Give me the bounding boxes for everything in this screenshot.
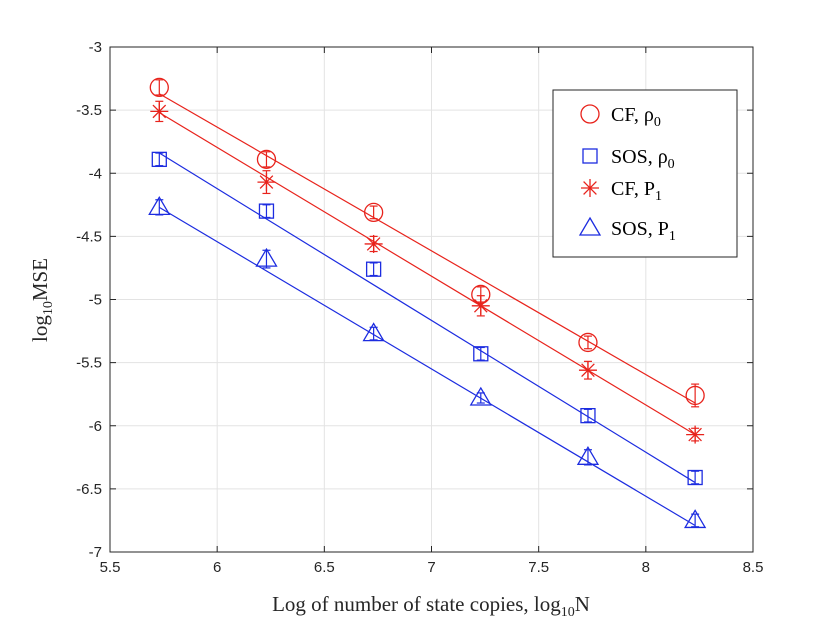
- x-tick-label: 8.5: [743, 559, 764, 576]
- data-point: [580, 407, 596, 424]
- x-tick-label: 6: [213, 559, 221, 576]
- y-tick-label: -3: [89, 39, 102, 56]
- data-point: [365, 261, 382, 277]
- error-bar: [691, 470, 700, 485]
- data-point: [149, 77, 169, 98]
- x-axis-label: Log of number of state copies, log10N: [272, 592, 590, 620]
- data-point: [471, 296, 490, 315]
- x-tick-label: 7: [427, 559, 435, 576]
- x-tick-label: 6.5: [314, 559, 335, 576]
- data-point: [257, 173, 276, 192]
- data-point: [256, 149, 277, 170]
- data-point: [151, 151, 167, 168]
- y-tick-label: -3.5: [76, 102, 102, 119]
- asterisk-stroke: [473, 298, 488, 313]
- data-point: [469, 386, 492, 406]
- data-markers: [148, 77, 707, 529]
- legend-entry-sos-rho0: SOS, ρ0: [582, 146, 675, 172]
- data-point: [685, 385, 705, 406]
- legend-label-sos-p1: SOS, P1: [611, 218, 676, 244]
- y-axis-label: log10MSE: [28, 258, 56, 342]
- y-tick-label: -5: [89, 292, 102, 309]
- error-bar: [691, 383, 700, 408]
- data-point: [576, 446, 600, 465]
- data-point: [364, 234, 383, 253]
- data-point: [578, 361, 597, 380]
- error-bar: [583, 335, 592, 350]
- data-point: [363, 202, 384, 223]
- error-bar: [155, 79, 164, 96]
- y-tick-label: -6: [89, 418, 102, 435]
- legend-entry-cf-rho0: CF, ρ0: [580, 104, 661, 130]
- data-point: [578, 332, 598, 353]
- legend-label-sos-rho0: SOS, ρ0: [611, 146, 675, 172]
- square-marker-icon: [582, 148, 598, 164]
- data-point: [473, 346, 489, 362]
- fit-line: [158, 206, 696, 527]
- y-tick-label: -6.5: [76, 481, 102, 498]
- asterisk-marker-icon: [581, 179, 599, 197]
- x-tick-label: 5.5: [100, 559, 121, 576]
- legend-label-cf-rho0: CF, ρ0: [611, 104, 661, 130]
- x-tick-label: 8: [642, 559, 650, 576]
- data-point: [148, 196, 171, 215]
- legend-label-cf-p1: CF, P1: [611, 178, 662, 204]
- tick-labels: 5.5 6 6.5 7 7.5 8 8.5 -7 -6.5 -6 -5.5 -5 -4.5 -4 -3.5 -…: [76, 39, 763, 576]
- fit-line: [158, 93, 696, 404]
- asterisk-stroke: [581, 363, 595, 378]
- circle-marker-icon: [580, 104, 600, 124]
- asterisk-stroke: [152, 104, 167, 119]
- legend: CF, ρ0 SOS, ρ0 CF, P1 SOS, P1: [552, 89, 738, 258]
- legend-entry-cf-p1: CF, P1: [581, 178, 662, 204]
- error-bar: [476, 346, 485, 361]
- data-point: [150, 102, 169, 121]
- error-bar: [583, 408, 592, 423]
- data-point: [687, 469, 703, 486]
- error-bar: [262, 204, 271, 219]
- fit-lines: [158, 93, 696, 527]
- y-tick-label: -7: [89, 544, 102, 561]
- error-bar: [369, 262, 378, 277]
- asterisk-stroke: [259, 175, 274, 189]
- data-point: [255, 247, 278, 267]
- y-tick-label: -5.5: [76, 355, 102, 372]
- error-bar: [262, 151, 271, 168]
- legend-entry-sos-p1: SOS, P1: [578, 216, 676, 244]
- y-tick-label: -4.5: [76, 228, 102, 245]
- fit-line: [158, 112, 696, 436]
- triangle-marker-icon: [578, 216, 602, 236]
- y-tick-label: -4: [89, 165, 102, 182]
- data-point: [258, 203, 275, 219]
- data-point: [686, 425, 705, 444]
- x-tick-label: 7.5: [528, 559, 549, 576]
- asterisk-stroke: [688, 427, 702, 442]
- ticks: [109, 46, 754, 553]
- data-point: [683, 509, 707, 529]
- asterisk-stroke: [366, 237, 381, 251]
- error-bar: [155, 152, 164, 167]
- data-point: [362, 322, 385, 342]
- error-bar: [369, 205, 378, 220]
- fit-line: [158, 152, 696, 484]
